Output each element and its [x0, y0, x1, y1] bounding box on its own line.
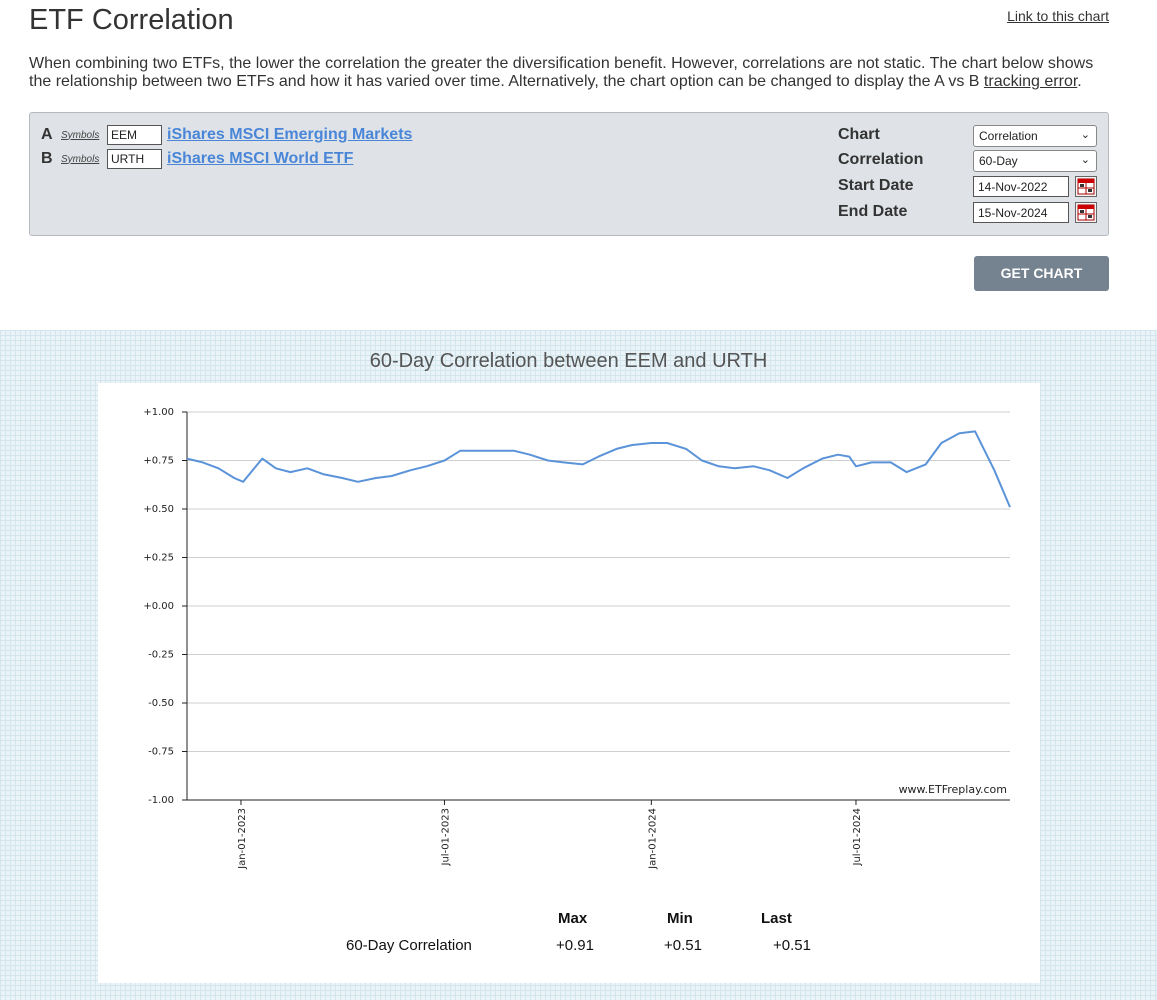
end-date-label: End Date [838, 203, 908, 220]
chart-card [98, 383, 1040, 983]
letter-a: A [41, 126, 53, 143]
stats-value-min: +0.51 [664, 937, 702, 954]
get-chart-button[interactable]: GET CHART [974, 256, 1109, 291]
x-tick-label: Jan-01-2024 [647, 808, 658, 870]
correlation-chart: +1.00 +0.75 +0.50 +0.25 +0.00 -0.25 -0.50 -0.75… [143, 407, 1011, 870]
y-tick-label: +0.25 [143, 553, 174, 564]
link-to-chart[interactable]: Link to this chart [1007, 8, 1109, 24]
chart-title: 60-Day Correlation between EEM and URTH [369, 350, 768, 372]
calendar-icon[interactable] [1075, 176, 1097, 197]
stats-value-max: +0.91 [556, 937, 594, 954]
y-tick-label: -0.75 [148, 747, 174, 758]
page-title: ETF Correlation [29, 4, 234, 36]
chart-label: Chart [838, 126, 880, 143]
stats-row-label: 60-Day Correlation [346, 937, 472, 954]
symbols-link-a[interactable]: Symbols [61, 129, 100, 141]
symbol-input-a[interactable]: EEM [107, 125, 162, 145]
chevron-down-icon: ⌄ [1080, 129, 1090, 141]
intro-text: When combining two ETFs, the lower the c… [29, 55, 1119, 91]
chevron-down-icon: ⌄ [1080, 154, 1090, 166]
options-panel: A Symbols EEM iShares MSCI Emerging Mark… [29, 112, 1109, 236]
x-tick-label: Jul-01-2024 [852, 808, 863, 866]
letter-b: B [41, 150, 53, 167]
etf-name-b[interactable]: iShares MSCI World ETF [167, 150, 354, 167]
y-tick-label: -0.25 [148, 650, 174, 661]
watermark: www.ETFreplay.com [899, 783, 1007, 796]
x-tick-label: Jul-01-2023 [440, 808, 451, 866]
tracking-error-link[interactable]: tracking error [983, 73, 1078, 90]
stats-header-last: Last [761, 910, 792, 927]
calendar-icon[interactable] [1075, 202, 1097, 223]
symbols-link-b[interactable]: Symbols [61, 153, 100, 165]
intro-end: . [1077, 73, 1082, 90]
stats-header-min: Min [667, 910, 693, 927]
symbol-input-b[interactable]: URTH [107, 149, 162, 169]
y-tick-label: +0.50 [143, 504, 174, 515]
symbol-row-b: B Symbols URTH iShares MSCI World ETF [41, 148, 353, 170]
chart-select[interactable]: Correlation ⌄ [973, 125, 1097, 147]
chart-select-value: Correlation [979, 129, 1038, 143]
correlation-line [186, 430, 1011, 508]
stats-value-last: +0.51 [773, 937, 811, 954]
start-date-input[interactable]: 14-Nov-2022 [973, 176, 1069, 197]
y-tick-label: +0.75 [143, 456, 174, 467]
etf-name-a[interactable]: iShares MSCI Emerging Markets [167, 126, 413, 143]
symbol-row-a: A Symbols EEM iShares MSCI Emerging Mark… [41, 124, 412, 146]
end-date-input[interactable]: 15-Nov-2024 [973, 202, 1069, 223]
start-date-label: Start Date [838, 177, 914, 194]
y-tick-label: -1.00 [148, 795, 174, 806]
y-tick-label: -0.50 [148, 698, 174, 709]
x-tick-label: Jan-01-2023 [237, 808, 248, 870]
correlation-label: Correlation [838, 151, 924, 168]
y-tick-label: +0.00 [143, 601, 174, 612]
correlation-select-value: 60-Day [979, 154, 1018, 168]
stats-header-max: Max [558, 910, 588, 927]
correlation-select[interactable]: 60-Day ⌄ [973, 150, 1097, 172]
intro-body: When combining two ETFs, the lower the c… [29, 55, 1094, 90]
y-tick-label: +1.00 [143, 407, 174, 418]
